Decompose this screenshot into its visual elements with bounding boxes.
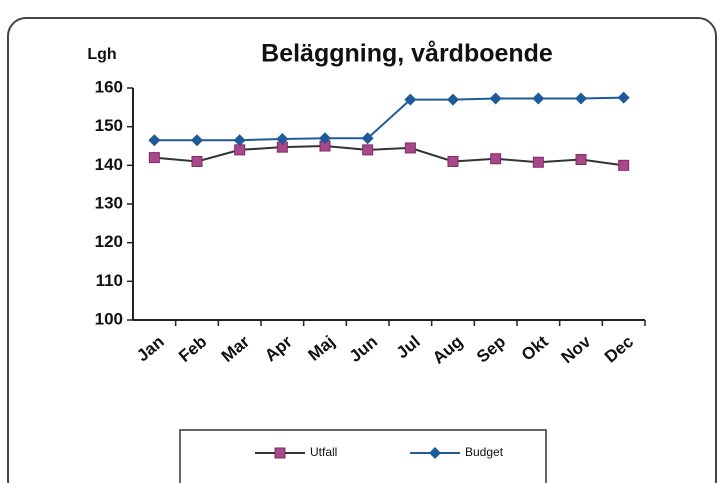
utfall-marker (234, 144, 246, 156)
series-line (154, 144, 624, 167)
y-tick-label: 160 (95, 77, 123, 96)
utfall-marker (362, 144, 374, 156)
utfall-marker (404, 142, 416, 154)
utfall-marker (148, 152, 160, 164)
budget-marker (319, 132, 331, 145)
budget-marker (191, 134, 203, 147)
budget-marker (404, 93, 417, 106)
budget-marker (429, 447, 441, 459)
utfall-marker (575, 154, 587, 166)
x-tick-label: Jul (393, 332, 424, 362)
legend-box (179, 429, 547, 483)
utfall-marker (191, 155, 203, 167)
utfall-marker (447, 155, 459, 167)
budget-marker (447, 93, 459, 106)
x-tick-label: Mar (218, 332, 254, 366)
x-tick-label: Aug (429, 332, 467, 368)
legend-label: Budget (465, 445, 504, 459)
x-tick-label: Sep (473, 332, 509, 367)
budget-marker (617, 91, 630, 104)
y-tick-label: 120 (95, 232, 123, 251)
x-tick-label: Maj (305, 332, 339, 365)
x-tick-label: Jun (346, 332, 381, 366)
budget-marker (532, 92, 545, 105)
budget-marker (148, 134, 161, 147)
legend-label: Utfall (310, 445, 337, 459)
utfall-marker (532, 156, 544, 168)
y-axis-label: Lgh (87, 46, 116, 63)
x-tick-label: Jan (133, 332, 168, 365)
utfall-marker (618, 159, 630, 171)
budget-marker (489, 92, 502, 105)
y-tick-label: 150 (95, 116, 123, 135)
chart-title: Beläggning, vårdboende (261, 40, 553, 68)
budget-marker (361, 132, 374, 145)
y-tick-label: 140 (95, 155, 123, 174)
utfall-marker (490, 153, 502, 165)
x-tick-label: Dec (601, 332, 637, 367)
x-tick-label: Feb (175, 332, 210, 366)
y-tick-label: 130 (95, 193, 123, 212)
x-tick-label: Okt (518, 332, 552, 365)
budget-marker (276, 133, 289, 146)
y-tick-label: 110 (96, 271, 123, 290)
budget-marker (575, 92, 587, 105)
x-tick-label: Apr (261, 332, 296, 366)
series-line (154, 96, 624, 142)
utfall-marker (274, 447, 286, 459)
x-tick-label: Nov (558, 332, 595, 368)
frame (7, 17, 717, 483)
budget-marker (233, 134, 246, 147)
y-tick-label: 100 (95, 309, 123, 328)
